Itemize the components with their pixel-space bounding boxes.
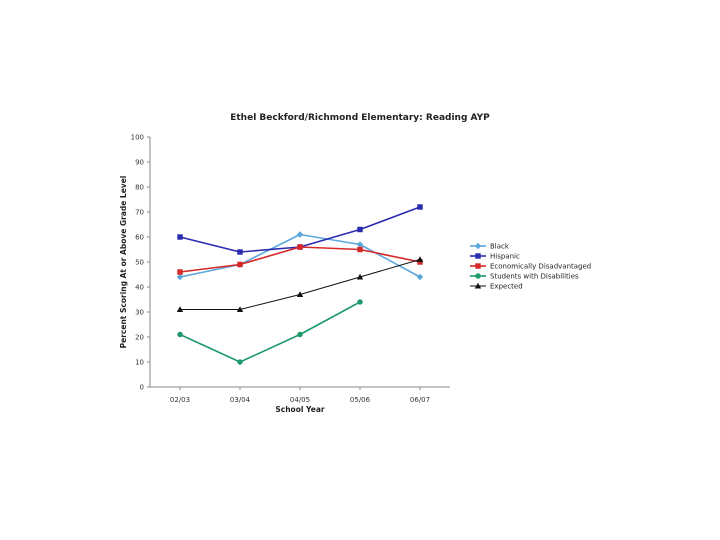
legend-item-expected: Expected	[470, 283, 523, 291]
data-point-expected	[236, 306, 244, 313]
data-point-hispanic	[417, 204, 423, 210]
y-tick-label: 40	[135, 284, 144, 292]
series-expected	[176, 256, 424, 313]
series-layer	[176, 204, 424, 365]
y-tick-label: 60	[135, 234, 144, 242]
legend-item-economically-disadvantaged: Economically Disadvantaged	[470, 263, 591, 271]
x-tick-label: 04/05	[290, 396, 310, 404]
legend-swatch-marker	[475, 253, 481, 259]
chart-title: Ethel Beckford/Richmond Elementary: Read…	[230, 113, 490, 123]
data-point-hispanic	[177, 234, 183, 240]
data-point-black	[176, 273, 184, 281]
data-point-hispanic	[357, 226, 363, 233]
data-point-expected	[356, 273, 364, 280]
data-point-economically-disadvantaged	[357, 246, 363, 253]
legend-item-black: Black	[470, 243, 510, 251]
y-tick-label: 90	[135, 159, 144, 167]
legend-swatch-marker	[474, 282, 482, 289]
data-point-black	[416, 273, 424, 281]
data-point-economically-disadvantaged	[237, 261, 243, 268]
legend-swatch-marker	[475, 273, 481, 279]
legend: Black Hispanic Economically Disadvantaged S…	[470, 243, 591, 291]
legend-item-students-with-disabilities: Students with Disabilities	[470, 273, 579, 281]
legend-label: Students with Disabilities	[490, 273, 579, 281]
series-students-with-disabilities	[177, 299, 363, 365]
data-point-students-with-disabilities	[237, 359, 243, 365]
axes: 0 10 20 30 40 50 60 70 80 90 100 02/03 03/04 04/05 05/…	[131, 134, 450, 404]
x-tick-label: 05/06	[350, 396, 371, 404]
legend-swatch-marker	[475, 263, 481, 269]
data-point-students-with-disabilities	[297, 331, 303, 338]
data-point-expected	[416, 256, 424, 263]
data-point-black	[356, 241, 364, 248]
data-point-economically-disadvantaged	[177, 269, 183, 275]
y-tick-label: 100	[131, 134, 144, 142]
y-axis-label: Percent Scoring At or Above Grade Level	[119, 176, 128, 349]
data-point-hispanic	[237, 249, 243, 255]
series-line-black	[179, 233, 421, 278]
x-tick-label: 02/03	[170, 396, 190, 404]
series-line-students-with-disabilities	[179, 301, 361, 363]
y-tick-label: 10	[135, 359, 144, 367]
legend-label: Hispanic	[490, 253, 520, 261]
legend-swatch-marker	[474, 242, 482, 250]
data-point-expected	[176, 306, 184, 313]
y-tick-label: 50	[135, 259, 144, 267]
x-tick-label: 03/04	[230, 396, 251, 404]
legend-label: Black	[490, 243, 510, 251]
data-point-black	[296, 231, 304, 238]
x-tick-label: 06/07	[410, 396, 430, 404]
legend-item-hispanic: Hispanic	[470, 253, 520, 261]
y-tick-label: 30	[135, 309, 144, 317]
data-point-economically-disadvantaged	[297, 244, 303, 250]
y-tick-label: 70	[135, 209, 144, 217]
series-line-economically-disadvantaged	[179, 246, 421, 273]
data-point-students-with-disabilities	[177, 331, 183, 338]
legend-label: Expected	[490, 283, 523, 291]
y-tick-label: 20	[135, 334, 144, 342]
legend-label: Economically Disadvantaged	[490, 263, 591, 271]
y-tick-label: 80	[135, 184, 144, 192]
y-tick-label: 0	[140, 384, 144, 392]
data-point-students-with-disabilities	[357, 299, 363, 305]
data-point-expected	[296, 291, 304, 298]
x-axis-label: School Year	[275, 405, 325, 414]
